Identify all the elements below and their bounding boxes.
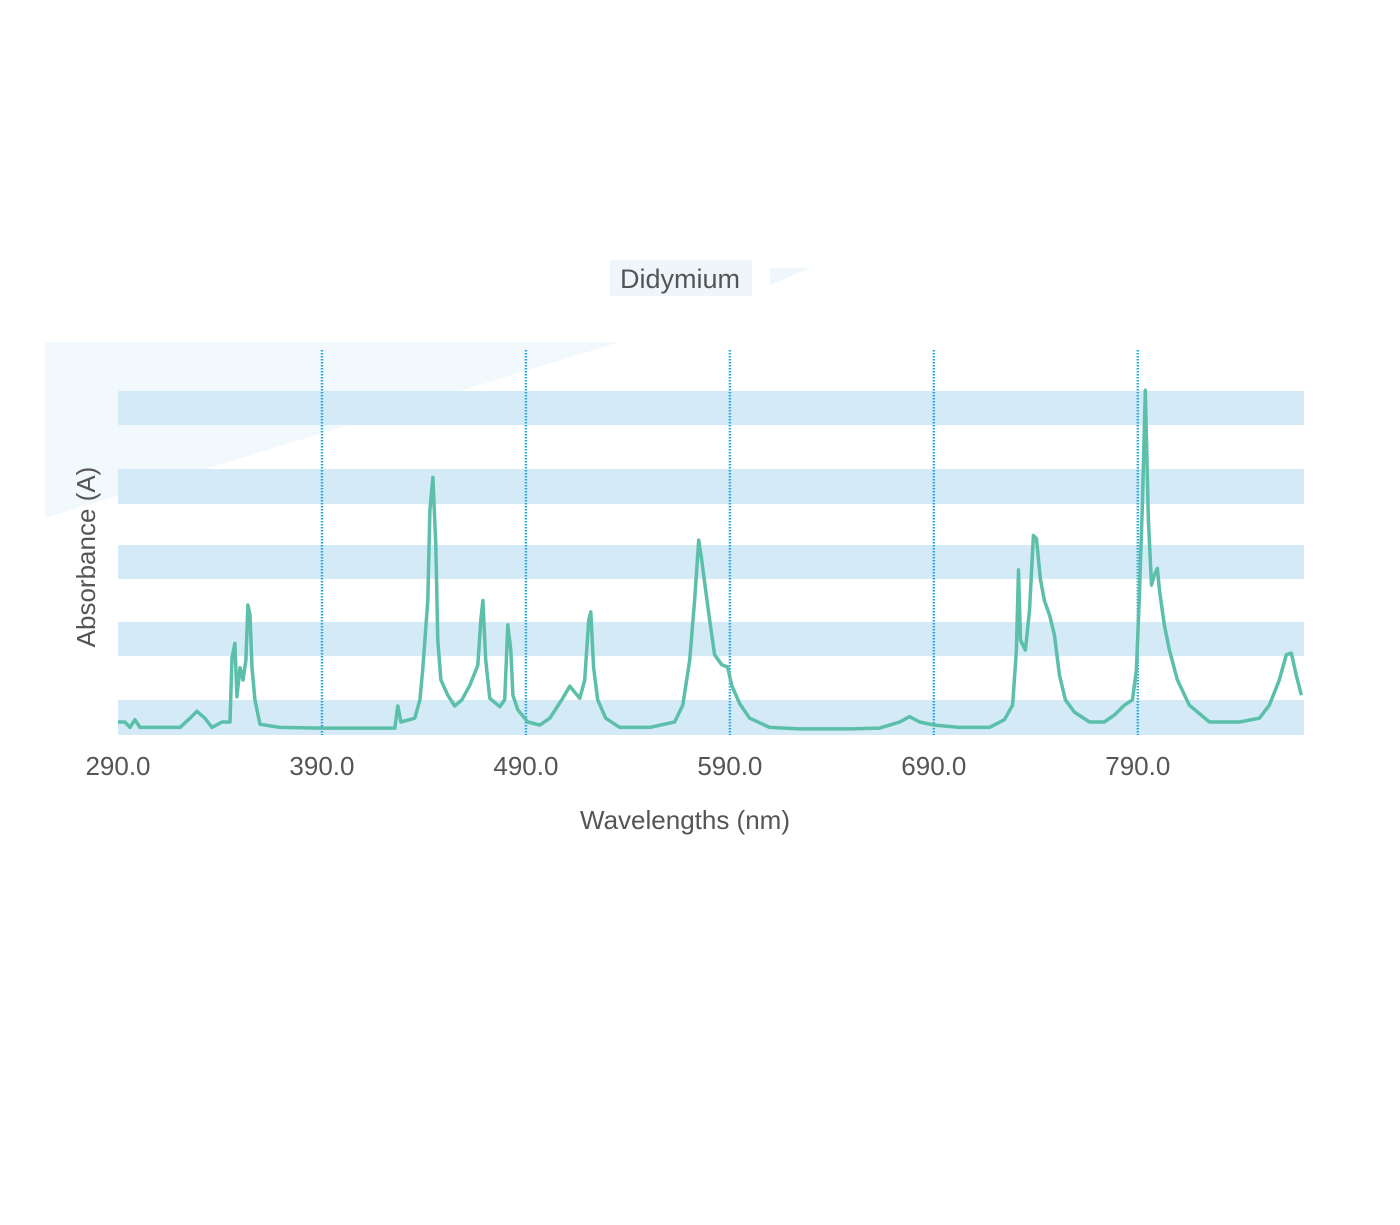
x-tick-label: 790.0 xyxy=(1105,751,1170,781)
title-background xyxy=(610,260,752,296)
x-tick-label: 290.0 xyxy=(85,751,150,781)
x-tick-label: 590.0 xyxy=(697,751,762,781)
x-tick-label: 690.0 xyxy=(901,751,966,781)
band xyxy=(118,545,1304,579)
grid xyxy=(320,350,1140,735)
x-tick-label: 490.0 xyxy=(493,751,558,781)
decoration xyxy=(770,268,810,285)
band xyxy=(118,391,1304,425)
x-tick-label: 390.0 xyxy=(289,751,354,781)
band xyxy=(118,469,1304,504)
plot xyxy=(118,388,1304,731)
x-axis-label: Wavelengths (nm) xyxy=(580,805,790,835)
y-axis-label: Absorbance (A) xyxy=(71,467,101,648)
chart-title: Didymium xyxy=(620,264,740,294)
line xyxy=(118,388,1304,731)
